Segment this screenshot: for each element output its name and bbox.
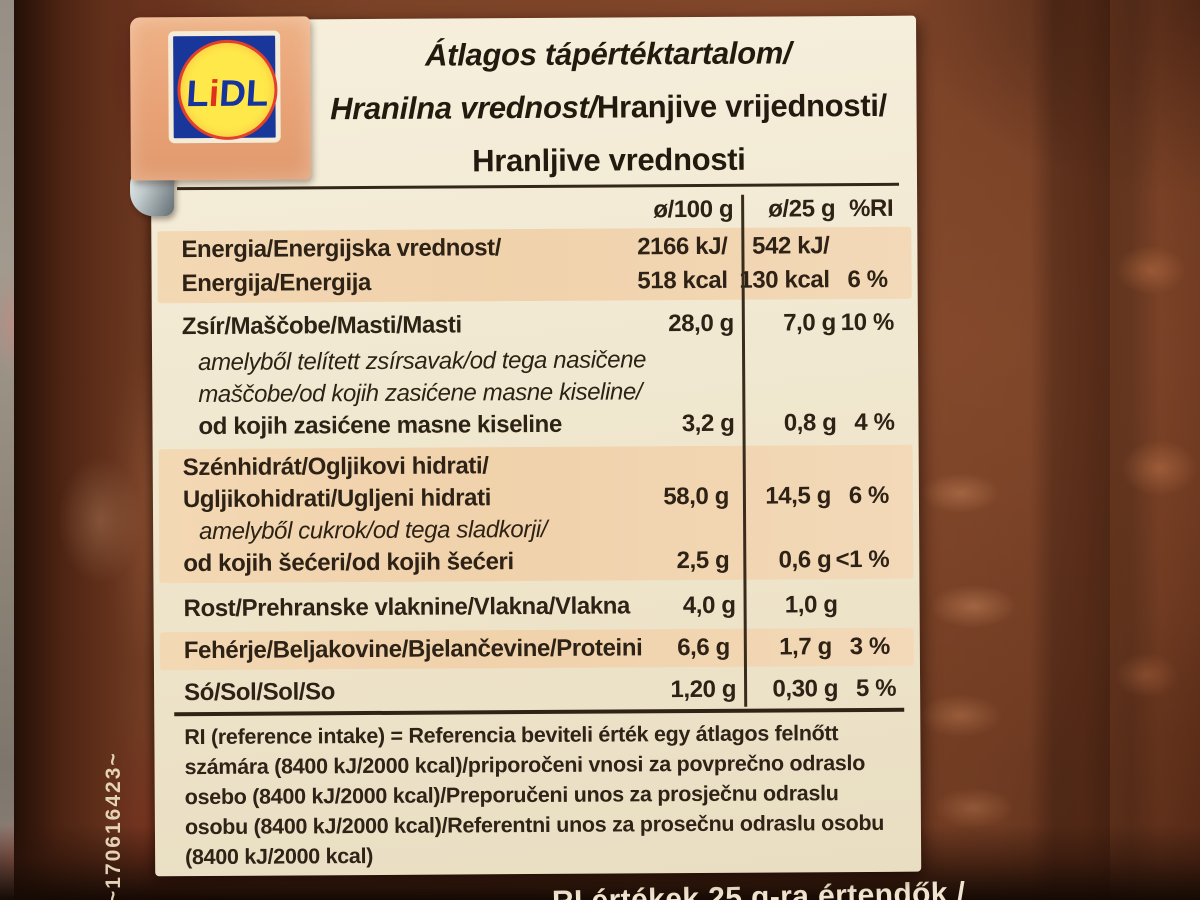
foil-sheen xyxy=(40,440,160,640)
lidl-logo-tab: LiDL xyxy=(129,16,311,181)
title-line-2-regular: Hranjive vrijednosti/ xyxy=(596,87,888,125)
table-row-line: amelyből telített zsírsavak/od tega nasi… xyxy=(152,343,918,380)
value-per-100g: 2166 kJ/ xyxy=(637,232,728,261)
title-line-3-text: Hranljive vrednosti xyxy=(472,141,746,179)
value-ri: 6 % xyxy=(848,481,890,510)
nutrient-label: Ugljikohidrati/Ugljeni hidrati xyxy=(182,484,492,514)
table-row-line: Fehérje/Beljakovine/Bjelančevine/Protein… xyxy=(160,628,914,671)
value-per-100g: 518 kcal xyxy=(637,266,728,295)
value-ri: 3 % xyxy=(849,632,890,661)
value-per-100g: 3,2 g xyxy=(681,409,735,438)
nutrition-label: LiDL Átlagos tápértéktartalom/ Hranilna … xyxy=(129,15,922,877)
table-row-line: Energia/Energijska vrednost/ 2166 kJ/ 54… xyxy=(157,229,911,268)
value-per-25g: 1,7 g xyxy=(779,633,832,661)
side-print-code: ~170616423~ xyxy=(102,751,125,900)
row-sugars-line: od kojih šećeri/od kojih šećeri 2,5 g 0,… xyxy=(159,544,913,581)
value-per-25g: 7,0 g xyxy=(783,309,836,337)
nutrient-label: od kojih šećeri/od kojih šećeri xyxy=(183,548,514,578)
title-line-1: Átlagos tápértéktartalom/ xyxy=(312,26,904,83)
nutrient-label: maščobe/od kojih zasićene masne kiseline… xyxy=(198,378,643,409)
nutrient-label: Fehérje/Beljakovine/Bjelančevine/Protein… xyxy=(183,634,643,665)
lidl-logo: LiDL xyxy=(168,30,281,144)
title-line-3: Hranljive vrednosti xyxy=(313,132,905,189)
row-carbohydrate: Szénhidrát/Ogljikovi hidrati/ Ugljikohid… xyxy=(158,444,914,584)
value-ri: 4 % xyxy=(854,408,895,437)
value-per-100g: 28,0 g xyxy=(668,309,734,338)
table-row-line: Energija/Energija 518 kcal 130 kcal 6 % xyxy=(158,263,912,302)
value-per-100g: 4,0 g xyxy=(682,591,736,620)
nutrient-label: Zsír/Maščobe/Masti/Masti xyxy=(181,311,462,341)
value-per-25g: 130 kcal xyxy=(739,266,830,294)
row-saturated-fat: amelyből telített zsírsavak/od tega nasi… xyxy=(152,343,919,444)
title-line-2: Hranilna vrednost/Hranjive vrijednosti/ xyxy=(312,79,904,136)
footer-line: osobu (8400 kJ/2000 kcal)/Referentni uno… xyxy=(184,810,885,840)
table-row-line: od kojih zasićene masne kiseline 3,2 g 0… xyxy=(152,407,918,444)
value-ri: 5 % xyxy=(855,674,897,703)
row-fibre: Rost/Prehranske vlaknine/Vlakna/Vlakna 4… xyxy=(154,588,920,626)
row-fat: Zsír/Maščobe/Masti/Masti 28,0 g 7,0 g 10… xyxy=(152,306,918,344)
table-row-line: Szénhidrát/Ogljikovi hidrati/ xyxy=(159,448,913,485)
value-ri: 6 % xyxy=(847,265,888,294)
lidl-logo-circle: LiDL xyxy=(177,39,278,141)
nutrient-label: amelyből cukrok/od tega sladkorji/ xyxy=(199,515,548,546)
value-per-25g: 0,6 g xyxy=(778,546,832,574)
row-energy: Energia/Energijska vrednost/ 2166 kJ/ 54… xyxy=(157,226,912,304)
reference-intake-note: RI (reference intake) = Referencia bevit… xyxy=(184,718,911,872)
package-left-shadow xyxy=(14,0,144,900)
nutrient-label: Só/Sol/Sol/So xyxy=(184,678,336,707)
value-per-100g: 6,6 g xyxy=(677,633,730,662)
footer-line: (8400 kJ/2000 kcal) xyxy=(185,843,374,870)
col-header-per-100g: ø/100 g xyxy=(653,195,734,224)
nutrition-table: ø/100 g ø/25 g %RI Energia/Energijska vr… xyxy=(151,192,920,712)
nutrient-label: Energia/Energijska vrednost/ xyxy=(181,234,502,264)
value-per-25g: 14,5 g xyxy=(765,482,832,510)
value-per-25g: 542 kJ/ xyxy=(752,232,830,260)
value-per-100g: 2,5 g xyxy=(676,546,730,575)
title-line-2-italic: Hranilna vrednost/ xyxy=(330,89,598,127)
value-per-100g: 1,20 g xyxy=(670,675,737,704)
nutrient-label: Szénhidrát/Ogljikovi hidrati/ xyxy=(182,452,489,482)
table-header-row: ø/100 g ø/25 g %RI xyxy=(151,192,917,230)
title-line-1-text: Átlagos tápértéktartalom/ xyxy=(424,35,792,73)
value-per-25g: 0,30 g xyxy=(772,675,839,703)
nutrient-label: amelyből telített zsírsavak/od tega nasi… xyxy=(198,346,647,377)
value-per-25g: 1,0 g xyxy=(784,591,838,619)
value-ri: <1 % xyxy=(835,545,890,574)
table-row-line: maščobe/od kojih zasićene masne kiseline… xyxy=(152,375,918,412)
value-per-100g: 58,0 g xyxy=(663,482,730,511)
col-header-ri: %RI xyxy=(848,194,894,223)
label-title: Átlagos tápértéktartalom/ Hranilna vredn… xyxy=(312,26,905,189)
row-salt: Só/Sol/Sol/So 1,20 g 0,30 g 5 % xyxy=(154,671,920,712)
lidl-letter: L xyxy=(244,72,270,114)
value-per-25g: 0,8 g xyxy=(783,409,837,437)
lidl-letter: L xyxy=(185,72,211,115)
lidl-wordmark: LiDL xyxy=(179,73,276,116)
footer-line: számára (8400 kJ/2000 kcal)/priporočeni … xyxy=(184,750,866,780)
value-ri: 10 % xyxy=(840,308,894,337)
package-wrinkles xyxy=(1110,0,1200,900)
col-header-per-25g: ø/25 g xyxy=(768,195,836,223)
lidl-letter: D xyxy=(217,72,248,114)
nutrient-label: od kojih zasićene masne kiseline xyxy=(198,410,562,441)
nutrient-label: Energija/Energija xyxy=(181,268,371,298)
footer-line: RI (reference intake) = Referencia bevit… xyxy=(184,721,839,750)
footer-line: osebo (8400 kJ/2000 kcal)/Preporučeni un… xyxy=(184,781,839,810)
row-protein: Fehérje/Beljakovine/Bjelančevine/Protein… xyxy=(159,627,914,671)
row-sugars: amelyből cukrok/od tega sladkorji/ xyxy=(159,512,913,549)
nutrient-label: Rost/Prehranske vlaknine/Vlakna/Vlakna xyxy=(183,592,631,623)
package-ripples xyxy=(915,430,1045,850)
table-row-line: Ugljikohidrati/Ugljeni hidrati 58,0 g 14… xyxy=(159,480,913,517)
